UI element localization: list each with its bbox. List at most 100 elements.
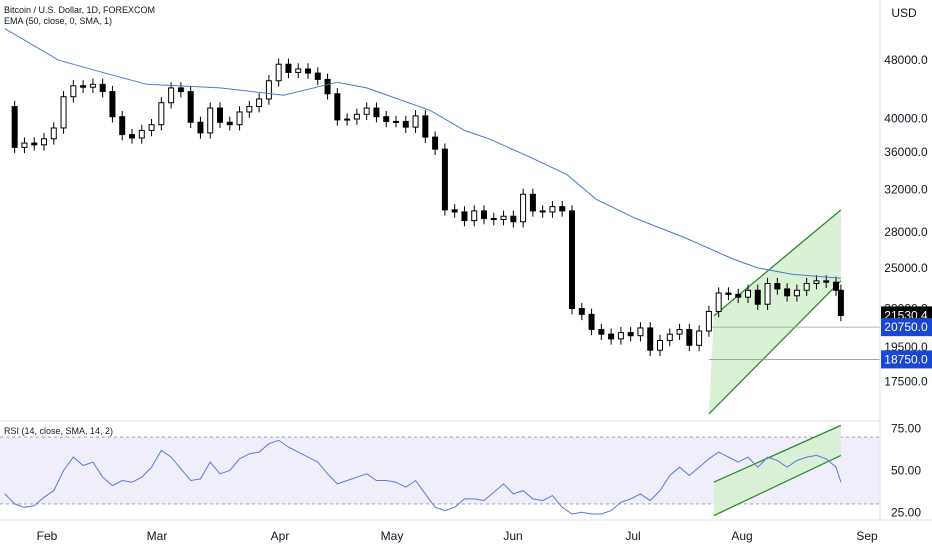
candle-down <box>373 107 380 118</box>
candle-up <box>50 127 57 140</box>
candle-up <box>471 210 478 222</box>
time-axis[interactable]: Feb Mar Apr May Jun Jul Aug Sep <box>37 529 878 543</box>
candle-down <box>529 193 536 212</box>
candle-up <box>764 283 771 305</box>
time-tick-label: Jun <box>503 529 522 543</box>
candle-down <box>432 136 439 150</box>
candle-down <box>735 293 742 298</box>
rsi-tick-label: 25.00 <box>891 505 921 519</box>
candle-down <box>627 332 634 337</box>
candle-down <box>608 333 615 340</box>
candle-up <box>676 328 683 335</box>
candle-up <box>520 193 527 223</box>
candle-up <box>138 129 145 139</box>
candle-up <box>637 327 644 337</box>
price-tag-bg <box>881 350 932 369</box>
candle-down <box>324 78 331 95</box>
rsi-axis[interactable]: 25.00 50.00 75.00 <box>891 422 921 520</box>
candle-down <box>187 91 194 123</box>
symbol-title: Bitcoin / U.S. Dollar, 1D, FOREXCOM <box>4 5 155 15</box>
price-tick-label: 25000.0 <box>884 261 928 275</box>
price-channel-fill <box>708 209 841 414</box>
candle-up <box>256 98 263 108</box>
candle-up <box>70 85 77 98</box>
candle-up <box>393 120 399 123</box>
candles <box>11 58 844 356</box>
candle-up <box>21 142 28 148</box>
candle-down <box>441 148 448 211</box>
price-tick-label: 36000.0 <box>884 145 928 159</box>
rsi-legend: RSI (14, close, SMA, 14, 2) <box>4 426 113 436</box>
candle-up <box>696 330 703 346</box>
candle-up <box>207 107 214 134</box>
candle-down <box>226 121 233 126</box>
candle-down <box>31 142 38 146</box>
time-tick-label: Feb <box>37 529 58 543</box>
candle-up <box>41 138 47 146</box>
candle-down <box>569 210 575 310</box>
candle-down <box>578 308 585 315</box>
candle-down <box>837 289 844 316</box>
price-tick-label: 40000.0 <box>884 111 928 125</box>
candle-up <box>246 106 253 113</box>
candle-up <box>813 280 820 285</box>
candle-up <box>295 68 302 73</box>
candle-up <box>793 289 800 297</box>
candle-up <box>148 124 155 131</box>
candle-down <box>177 87 184 93</box>
rsi-channel-lower <box>713 454 842 517</box>
candle-down <box>451 209 458 213</box>
candle-down <box>774 283 781 290</box>
candle-down <box>197 121 204 134</box>
candle-down <box>461 211 468 222</box>
candle-up <box>715 292 722 312</box>
candle-up <box>158 102 165 126</box>
candle-down <box>285 63 292 73</box>
candle-down <box>588 313 595 330</box>
candle-down <box>334 93 341 121</box>
rsi-line <box>4 439 842 515</box>
price-tag-label: 18750.0 <box>884 352 928 366</box>
candle-up <box>500 215 507 221</box>
channel-layer <box>708 209 842 415</box>
candle-up <box>666 333 673 341</box>
candle-down <box>119 116 126 136</box>
candle-down <box>754 289 761 305</box>
candle-down <box>383 116 390 122</box>
price-tick-label: 28000.0 <box>884 225 928 239</box>
candle-up <box>60 96 67 129</box>
time-tick-label: May <box>381 529 404 543</box>
candle-down <box>305 68 311 74</box>
price-tick-label: 48000.0 <box>884 53 928 67</box>
candle-down <box>686 328 693 346</box>
candle-down <box>481 210 487 219</box>
ema-legend: EMA (50, close, 0, SMA, 1) <box>4 16 112 26</box>
rsi-tick-label: 50.00 <box>891 464 921 478</box>
candle-down <box>490 217 497 221</box>
candle-up <box>168 87 175 104</box>
time-tick-label: Aug <box>731 529 752 543</box>
candle-up <box>275 63 282 82</box>
horizontal-lines <box>708 326 880 360</box>
candle-down <box>99 83 106 93</box>
price-tick-label: 17500.0 <box>884 374 928 388</box>
candle-down <box>314 72 321 80</box>
candle-down <box>80 85 87 88</box>
price-tag-label: 20750.0 <box>884 320 928 334</box>
rsi-tick-label: 75.00 <box>891 422 921 436</box>
candle-down <box>402 120 409 128</box>
candle-down <box>539 210 546 213</box>
candle-up <box>617 332 624 340</box>
candle-down <box>129 134 135 139</box>
candle-down <box>725 292 732 295</box>
time-tick-label: Apr <box>271 529 290 543</box>
candle-down <box>510 215 517 223</box>
candle-up <box>344 118 351 121</box>
candle-down <box>784 288 791 297</box>
candle-up <box>657 339 663 351</box>
candle-down <box>422 115 429 138</box>
price-tag-bg <box>881 318 932 337</box>
